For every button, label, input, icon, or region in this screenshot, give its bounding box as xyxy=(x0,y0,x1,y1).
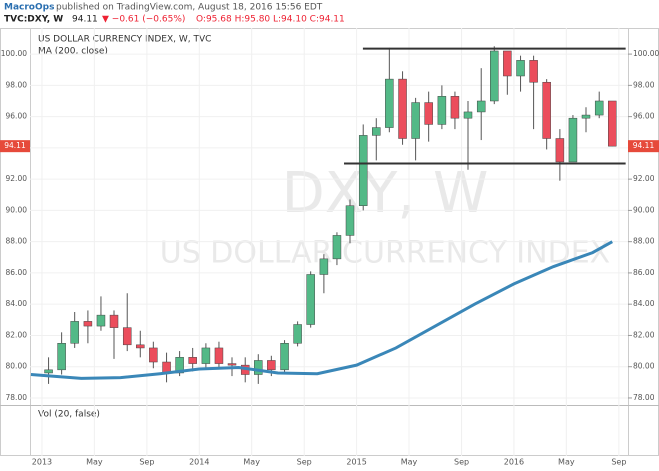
candle-body xyxy=(332,235,342,260)
y-tick-label: 78.00 xyxy=(6,393,28,402)
candle-body xyxy=(555,138,565,163)
candle-body xyxy=(490,50,499,102)
y-tick-label: 98.00 xyxy=(6,80,28,89)
watermark: DXY, W xyxy=(282,161,489,226)
y-tick-label-right: 80.00 xyxy=(633,362,655,371)
candle-body xyxy=(411,102,420,139)
y-tick-label-right: 92.00 xyxy=(633,174,655,183)
y-tick-label-right: 84.00 xyxy=(633,299,655,308)
candle-body xyxy=(568,117,578,163)
price-tag-label: 94.11 xyxy=(633,141,655,150)
candle-body xyxy=(70,321,79,344)
x-tick-label: May xyxy=(243,458,260,467)
y-tick-label: 90.00 xyxy=(6,205,28,214)
last-price: 94.11 xyxy=(72,15,98,25)
x-tick-label: Sep xyxy=(139,458,154,467)
x-tick-label: 2013 xyxy=(32,458,52,467)
price-tag-label: 94.11 xyxy=(4,141,26,150)
candle-body xyxy=(398,78,407,139)
indicator-label: MA (200, close) xyxy=(38,47,108,57)
author: MacroOps xyxy=(4,3,54,13)
x-tick-label: 2015 xyxy=(346,458,366,467)
y-tick-label-right: 98.00 xyxy=(633,80,655,89)
y-tick-label: 82.00 xyxy=(6,330,28,339)
candle-body xyxy=(372,127,381,136)
candle-body xyxy=(463,111,473,119)
candle-body xyxy=(437,96,447,125)
candle-body xyxy=(608,100,617,147)
candle-body xyxy=(594,100,604,116)
x-tick-label: May xyxy=(401,458,418,467)
y-tick-label: 92.00 xyxy=(6,174,28,183)
chart-title: US DOLLAR CURRENCY INDEX, W, TVC xyxy=(38,35,211,45)
candle-body xyxy=(83,321,93,327)
candle-body xyxy=(267,360,276,371)
candle-body xyxy=(358,135,368,206)
x-tick-label: 2014 xyxy=(189,458,209,467)
x-tick-label: 2016 xyxy=(504,458,524,467)
candle-body xyxy=(280,343,289,371)
candle-body xyxy=(306,274,315,325)
y-tick-label: 100.00 xyxy=(1,49,27,58)
y-tick-label-right: 78.00 xyxy=(633,393,655,402)
y-tick-label: 80.00 xyxy=(6,362,28,371)
y-tick-label-right: 82.00 xyxy=(633,330,655,339)
candle-body xyxy=(122,327,132,346)
candle-body xyxy=(450,96,460,119)
candle-body xyxy=(542,81,551,139)
candle-body xyxy=(44,369,53,374)
watermark-subtitle: US DOLLAR CURRENCY INDEX xyxy=(160,236,610,271)
y-tick-label: 86.00 xyxy=(6,268,28,277)
candle-body xyxy=(188,357,197,364)
y-tick-label: 88.00 xyxy=(6,237,28,246)
candle-body xyxy=(175,357,184,374)
ohlc: O:95.68 H:95.80 L:94.10 C:94.11 xyxy=(196,15,345,25)
price-tag xyxy=(628,140,659,153)
candle-body xyxy=(136,344,145,349)
candle-body xyxy=(201,347,211,364)
candle-body xyxy=(424,102,433,125)
candle-body xyxy=(319,258,329,275)
candle-body xyxy=(149,347,158,363)
y-tick-label-right: 88.00 xyxy=(633,237,655,246)
x-tick-label: Sep xyxy=(454,458,469,467)
candle-body xyxy=(227,363,237,366)
candle-body xyxy=(385,78,394,128)
candle-body xyxy=(581,114,591,119)
y-tick-label: 84.00 xyxy=(6,299,28,308)
candle-body xyxy=(254,360,263,375)
x-tick-label: May xyxy=(558,458,575,467)
x-tick-label: May xyxy=(86,458,103,467)
candle-body xyxy=(476,100,486,113)
published: published on TradingView.com, August 18,… xyxy=(56,3,323,13)
y-tick-label-right: 90.00 xyxy=(633,205,655,214)
candle-body xyxy=(57,343,66,371)
symbol: TVC:DXY, W xyxy=(4,15,63,25)
volume-label: Vol (20, false) xyxy=(38,410,100,420)
change: ▼ −0.61 (−0.65%) xyxy=(102,15,185,25)
y-tick-label: 96.00 xyxy=(6,112,28,121)
candle-body xyxy=(345,205,355,236)
y-tick-label-right: 96.00 xyxy=(633,112,655,121)
x-tick-label: Sep xyxy=(297,458,312,467)
moving-average xyxy=(30,240,613,380)
candle-body xyxy=(214,347,224,364)
candle-body xyxy=(109,314,119,328)
y-tick-label-right: 86.00 xyxy=(633,268,655,277)
price-tag xyxy=(0,140,30,153)
x-tick-label: Sep xyxy=(611,458,626,467)
candle-body xyxy=(529,60,538,83)
y-tick-label-right: 100.00 xyxy=(633,49,659,58)
candle-body xyxy=(503,50,512,77)
candle-body xyxy=(96,314,106,327)
candle-body xyxy=(293,324,302,344)
candle-body xyxy=(516,60,525,77)
